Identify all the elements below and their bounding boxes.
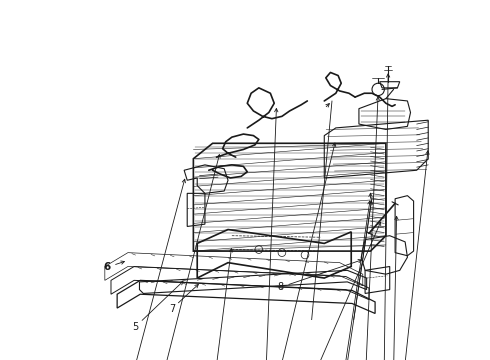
Text: 6: 6 — [103, 262, 111, 272]
Text: 5: 5 — [132, 321, 139, 332]
Text: 8: 8 — [277, 282, 283, 292]
Text: 7: 7 — [169, 304, 175, 314]
